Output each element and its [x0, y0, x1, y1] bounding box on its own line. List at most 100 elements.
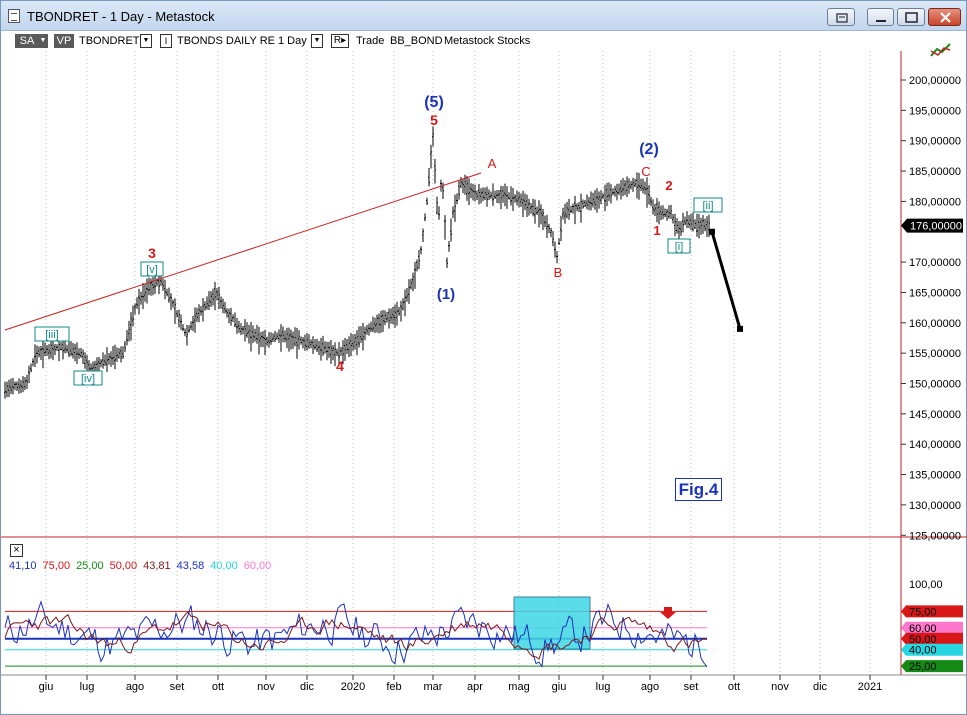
time-tick-label: feb	[386, 681, 401, 693]
time-tick-label: ott	[212, 681, 224, 693]
indicator-legend: 41,10 75,00 25,00 50,00 43,81 43,58 40,00 60,00	[9, 560, 277, 572]
wave-label: 4	[336, 358, 344, 374]
indicator-level-badge	[901, 605, 963, 618]
wave-label: 2	[665, 178, 672, 193]
sa-dropdown[interactable]: ▼	[38, 34, 48, 48]
wave-label: 1	[653, 223, 660, 238]
period-label[interactable]: 1 Day	[278, 35, 307, 47]
time-tick-label: apr	[467, 681, 483, 693]
close-icon	[940, 12, 951, 23]
close-button[interactable]	[928, 8, 961, 26]
price-tick-label: 125,00000	[909, 530, 961, 542]
projection-path	[710, 231, 742, 330]
trendline	[4, 172, 482, 331]
chart-toolbar: SA ▼ VP TBONDRET ▼ I TBONDS DAILY RE 1 D…	[1, 31, 901, 51]
price-tick-label: 165,00000	[909, 287, 961, 299]
price-tick-label: 190,00000	[909, 136, 961, 148]
wave-label: A	[488, 156, 497, 171]
indicator-legend-item: 25,00	[76, 560, 104, 572]
indicator-legend-item: 43,81	[143, 560, 171, 572]
price-tick-label: 195,00000	[909, 105, 961, 117]
sa-button[interactable]: SA	[15, 34, 39, 48]
price-tick-label: 145,00000	[909, 409, 961, 421]
time-tick-label: ago	[126, 681, 144, 693]
price-tick-label: 140,00000	[909, 439, 961, 451]
minimize-button[interactable]	[867, 8, 894, 26]
indicator-tick-label: 60,00	[909, 623, 937, 635]
price-tick-label: 130,00000	[909, 500, 961, 512]
wave-label: 5	[430, 112, 438, 128]
indicator-tick-label: 50,00	[909, 634, 937, 646]
wave-label: [iii]	[45, 329, 58, 341]
price-tick-label: 185,00000	[909, 166, 961, 178]
indicator-tick-label: 25,00	[909, 661, 937, 673]
time-tick-label: mar	[424, 681, 443, 693]
wave-label: C	[641, 164, 650, 179]
indicator-close-icon[interactable]: ×	[10, 544, 23, 557]
figure-label: Fig.4	[675, 478, 722, 501]
projection-end	[737, 325, 743, 332]
price-bars	[4, 126, 710, 399]
wave-label-box	[34, 326, 70, 342]
wave-label-box	[667, 238, 691, 254]
time-tick-label: dic	[300, 681, 315, 693]
indicator-legend-item: 60,00	[243, 560, 272, 572]
time-tick-label: nov	[257, 681, 275, 693]
restore-icon	[836, 13, 848, 23]
wave-label: [v]	[146, 264, 158, 276]
chart-type-button[interactable]: I	[160, 34, 172, 48]
chart-grid	[45, 51, 871, 675]
mode-label: Trade	[356, 35, 385, 47]
price-tick-label: 135,00000	[909, 470, 961, 482]
last-value-label: 176,00000	[910, 221, 962, 233]
maximize-icon	[905, 12, 918, 23]
indicator-tick-label: 100,00	[909, 579, 943, 591]
wave-label: (5)	[424, 94, 444, 111]
time-tick-label: 2021	[858, 681, 882, 693]
time-tick-label: dic	[813, 681, 828, 693]
wave-labels: 3 [v] [iii] [iv] 4 5(5) A (1) B (2) C2 1 [i] [ii]	[34, 94, 723, 386]
source-label: BB_BOND	[390, 35, 443, 47]
wave-label: 3	[148, 245, 156, 261]
time-axis: giu lug ago set ott nov dic 2020 feb mar apr mag giu…	[39, 675, 882, 693]
trend-lines-icon[interactable]	[929, 41, 953, 59]
price-tick-label: 180,00000	[909, 196, 961, 208]
price-tick-label: 170,00000	[909, 257, 961, 269]
document-icon	[8, 9, 20, 23]
time-tick-label: nov	[771, 681, 789, 693]
wave-label-box	[140, 261, 164, 277]
oscillator-fast	[4, 600, 708, 668]
restore-button[interactable]	[827, 8, 855, 26]
title-bar[interactable]: TBONDRET - 1 Day - Metastock	[1, 1, 966, 31]
price-tick-label: 160,00000	[909, 318, 961, 330]
vp-button[interactable]: VP	[54, 34, 74, 48]
wave-label: (2)	[639, 141, 659, 158]
time-tick-label: mag	[508, 681, 529, 693]
wave-label: (1)	[437, 286, 455, 303]
indicator-level-badge	[901, 621, 963, 634]
wave-label: [i]	[675, 241, 684, 253]
price-tick-label: 150,00000	[909, 379, 961, 391]
symbol-dropdown[interactable]: ▼	[140, 34, 152, 48]
price-axis: 200,00000 195,00000 190,00000 185,00000 180,…	[901, 75, 961, 542]
symbol-label[interactable]: TBONDRET	[79, 35, 140, 47]
r-button-label: R	[333, 35, 342, 46]
projection-start	[709, 228, 715, 235]
wave-label: [ii]	[703, 200, 714, 212]
indicator-legend-item: 43,58	[176, 560, 205, 572]
indicator-legend-item: 41,10	[9, 560, 37, 572]
time-tick-label: set	[684, 681, 699, 693]
indicator-tick-label: 40,00	[909, 645, 937, 657]
wave-label: [iv]	[81, 373, 95, 385]
period-dropdown[interactable]: ▼	[311, 34, 323, 48]
indicator-level-badge	[901, 660, 963, 673]
time-tick-label: lug	[80, 681, 95, 693]
wave-label-box	[73, 370, 103, 386]
time-tick-label: set	[170, 681, 185, 693]
time-tick-label: giu	[39, 681, 54, 693]
r-button[interactable]: R▸	[331, 34, 349, 48]
maximize-button[interactable]	[897, 8, 925, 26]
